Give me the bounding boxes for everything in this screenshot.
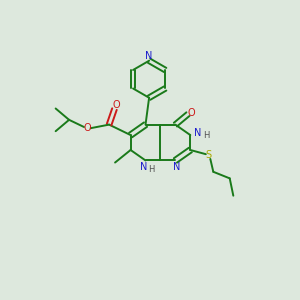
- Text: H: H: [148, 165, 155, 174]
- Text: N: N: [173, 162, 181, 172]
- Text: N: N: [146, 51, 153, 61]
- Text: H: H: [203, 130, 209, 140]
- Text: N: N: [140, 162, 148, 172]
- Text: N: N: [194, 128, 202, 138]
- Text: O: O: [83, 123, 91, 133]
- Text: O: O: [112, 100, 120, 110]
- Text: O: O: [188, 108, 196, 118]
- Text: S: S: [206, 150, 212, 161]
